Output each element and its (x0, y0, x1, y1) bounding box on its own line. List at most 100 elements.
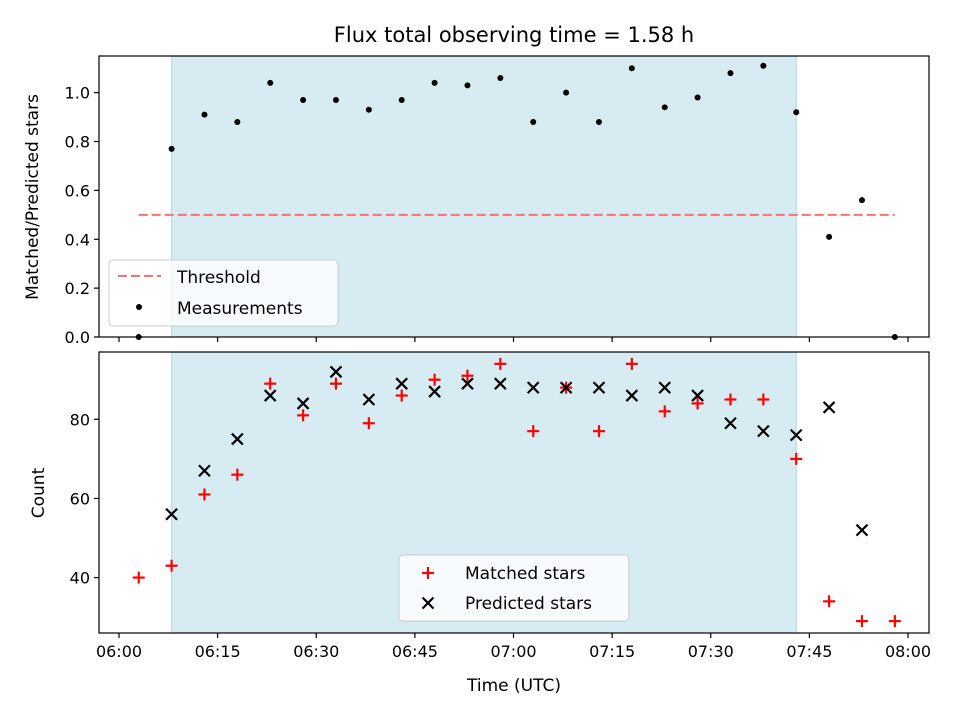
predicted-star-point (757, 424, 770, 438)
predicted-star-point (165, 507, 178, 521)
matched-star-point (494, 357, 507, 370)
x-tick-label: 07:45 (786, 642, 832, 661)
predicted-star-point (658, 381, 672, 394)
x-tick-label: 06:15 (195, 642, 241, 661)
measurement-point (826, 233, 833, 240)
predicted-star-point (855, 523, 869, 537)
bottom-y-tick-label: 80 (70, 410, 90, 429)
x-tick-label: 06:45 (392, 642, 438, 661)
predicted-star-point (789, 428, 803, 442)
measurement-point (628, 65, 635, 72)
bottom-y-axis-label: Count (29, 467, 49, 518)
matched-star-point (790, 452, 803, 465)
matched-star-point (888, 615, 901, 628)
matched-star-point (165, 559, 178, 572)
matched-star-point (855, 615, 868, 628)
measurement-point (168, 145, 175, 152)
matched-star-point (428, 373, 441, 386)
predicted-star-point (494, 377, 507, 390)
x-tick-label: 07:00 (490, 642, 536, 661)
matched-star-point (132, 571, 145, 584)
measurement-point (530, 118, 537, 125)
predicted-star-point (559, 381, 573, 394)
legend-measurements-label: Measurements (177, 299, 303, 319)
bottom-legend: Matched stars Predicted stars (398, 554, 630, 622)
top-y-tick-label: 0.6 (65, 181, 90, 200)
x-tick-label: 06:00 (96, 642, 142, 661)
bottom-panel: 40 60 80 06:00 06:15 06:30 06:45 07:00 07:15 07:3… (70, 351, 931, 661)
predicted-star-point (526, 381, 540, 394)
bottom-y-tick-label: 40 (70, 569, 90, 588)
predicted-star-point (362, 393, 376, 406)
predicted-star-point (329, 365, 343, 379)
top-y-tick-label: 0.2 (65, 279, 90, 298)
measurement-point (431, 79, 438, 86)
matched-star-point (625, 357, 638, 370)
measurement-point (727, 70, 734, 77)
matched-star-point (724, 393, 737, 406)
matched-star-point (329, 377, 342, 390)
measurement-point (595, 118, 602, 125)
measurement-point (201, 111, 208, 118)
measurement-point (497, 74, 504, 81)
measurement-point (365, 106, 372, 113)
matched-star-point (297, 409, 310, 422)
legend-predicted-label: Predicted stars (465, 594, 592, 614)
measurement-point (398, 96, 405, 103)
matched-star-point (362, 417, 375, 430)
x-tick-label: 07:15 (589, 642, 635, 661)
x-tick-label: 06:30 (293, 642, 339, 661)
matched-star-point (757, 393, 770, 406)
chart-title: Flux total observing time = 1.58 h (334, 23, 694, 47)
matched-star-point (461, 369, 474, 382)
measurement-point (858, 197, 865, 204)
predicted-star-point (822, 401, 836, 414)
measurement-point (760, 62, 767, 69)
predicted-star-point (395, 377, 409, 390)
measurement-point (464, 82, 471, 89)
measurement-point (694, 94, 701, 101)
top-legend: Threshold Measurements (108, 259, 339, 327)
top-y-tick-label: 1.0 (65, 84, 90, 103)
legend-predicted-swatch (421, 596, 435, 610)
predicted-star-point (724, 416, 737, 430)
measurement-point (563, 89, 570, 96)
matched-star-point (395, 389, 408, 402)
top-panel: 0.0 0.2 0.4 0.6 0.8 1.0 Threshold Measurements (65, 55, 930, 347)
matched-star-point (527, 425, 540, 438)
predicted-star-point (263, 389, 277, 402)
top-y-tick-label: 0.4 (65, 230, 90, 249)
measurement-point (300, 96, 307, 103)
measurement-point (267, 79, 274, 86)
matched-star-point (198, 488, 211, 501)
predicted-star-point (198, 464, 211, 478)
legend-measurements-swatch (136, 304, 142, 310)
predicted-star-point (231, 432, 244, 446)
measurement-point (332, 96, 339, 103)
matched-star-point (264, 377, 277, 390)
top-y-tick-label: 0.0 (65, 328, 90, 347)
bottom-y-tick-label: 60 (70, 489, 90, 508)
measurement-point (661, 104, 668, 111)
predicted-star-point (592, 381, 606, 394)
legend-matched-swatch (422, 567, 434, 579)
predicted-star-point (625, 389, 639, 402)
top-y-axis-label: Matched/Predicted stars (23, 94, 43, 300)
measurement-point (793, 109, 800, 116)
predicted-star-point (428, 385, 441, 398)
measurement-point (234, 118, 241, 125)
matched-star-point (592, 425, 605, 438)
legend-threshold-label: Threshold (176, 268, 261, 288)
top-y-tick-label: 0.8 (65, 133, 90, 152)
matched-star-point (231, 468, 244, 481)
predicted-star-point (296, 397, 310, 410)
x-tick-label: 07:30 (688, 642, 734, 661)
predicted-star-point (461, 377, 474, 390)
matched-star-point (658, 405, 671, 418)
matched-star-point (823, 595, 836, 608)
predicted-star-point (691, 389, 704, 402)
x-axis-label: Time (UTC) (466, 676, 561, 696)
matched-star-point (691, 397, 704, 410)
legend-matched-label: Matched stars (465, 564, 585, 584)
